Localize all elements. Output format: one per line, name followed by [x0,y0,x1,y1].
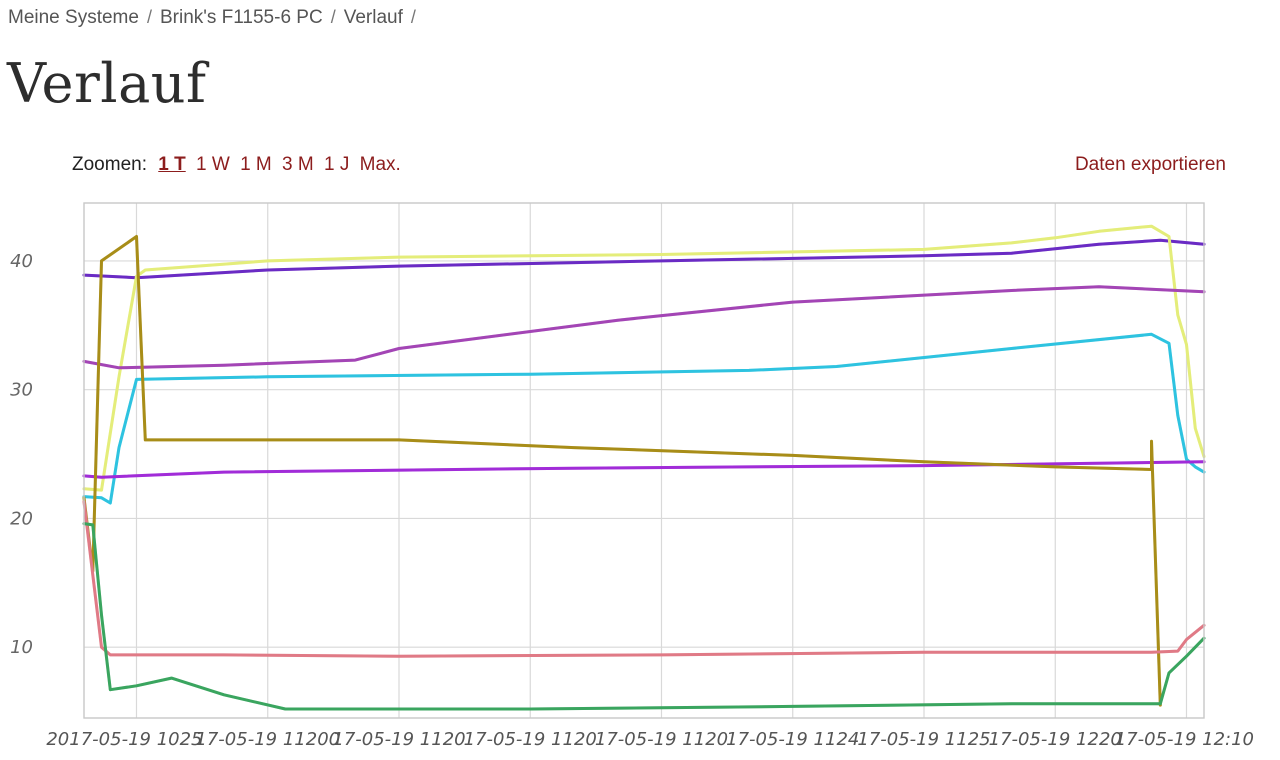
zoom-option-1-day[interactable]: 1 T [158,154,186,175]
series-line-halo [82,285,1206,370]
y-axis: 10 20 30 40 [10,251,33,658]
breadcrumb: Meine Systeme / Brink's F1155-6 PC / Verlauf… [8,7,424,29]
export-data-link[interactable]: Daten exportieren [1074,154,1226,175]
x-tick-label: 17-05-19 1125 [857,729,990,750]
x-tick-label: 2017-05-19 1025 [46,729,202,750]
x-tick-label: 17-05-19 1120 [595,729,728,750]
series-line-2[interactable] [82,224,1206,492]
series-line-5[interactable] [82,460,1206,479]
x-tick-label: 17-05-19 12:10 [1115,729,1254,750]
series-line-8[interactable] [82,522,1206,711]
x-tick-label: 17-05-19 1120 [464,729,597,750]
breadcrumb-separator: / [146,7,152,27]
chart-grid [84,203,1204,718]
zoom-option-1-month[interactable]: 1 M [240,154,272,175]
x-tick-label: 17-05-19 1124 [726,729,859,750]
page-title: Verlauf [7,52,207,115]
plot-area-frame [83,202,1205,719]
zoom-option-3-months[interactable]: 3 M [282,154,314,175]
series-line-3[interactable] [82,285,1206,370]
series-line-halo [82,332,1206,505]
zoom-label: Zoomen: [72,154,147,175]
y-tick-label: 10 [10,637,33,658]
series-line-1[interactable] [82,238,1206,280]
breadcrumb-separator: / [410,7,416,27]
series-line-4[interactable] [82,332,1206,505]
zoom-bar: Zoomen: 1 T 1 W 1 M 3 M 1 J Max. [72,154,406,176]
breadcrumb-item-device[interactable]: Brink's F1155-6 PC [159,7,323,28]
zoom-option-1-week[interactable]: 1 W [196,154,230,175]
breadcrumb-item-history[interactable]: Verlauf [343,7,403,28]
y-tick-label: 20 [10,508,33,529]
series-line-7[interactable] [82,500,1206,658]
y-tick-label: 40 [10,251,33,272]
breadcrumb-separator: / [330,7,336,27]
series-line-halo [82,500,1206,658]
chart-series [82,224,1206,711]
x-tick-label: 17-05-19 1220 [989,729,1122,750]
zoom-option-1-year[interactable]: 1 J [324,154,350,175]
y-tick-label: 30 [10,380,33,401]
x-tick-label: 17-05-19 11200 [195,729,340,750]
breadcrumb-item-systems[interactable]: Meine Systeme [8,7,139,28]
series-line-halo [82,522,1206,711]
x-tick-label: 17-05-19 1120 [332,729,465,750]
series-line-6[interactable] [82,235,1162,707]
zoom-option-max[interactable]: Max. [359,154,401,175]
